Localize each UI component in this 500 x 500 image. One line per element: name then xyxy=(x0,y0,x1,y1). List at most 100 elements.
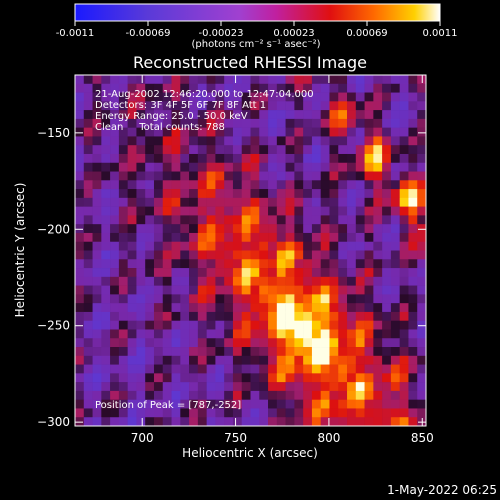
heatmap-cell xyxy=(285,408,295,418)
heatmap-cell xyxy=(408,171,418,181)
heatmap-cell xyxy=(197,232,207,243)
heatmap-cell xyxy=(110,241,120,251)
heatmap-cell xyxy=(408,145,418,155)
heatmap-cell xyxy=(145,180,155,190)
heatmap-cell xyxy=(197,136,207,146)
heatmap-cell xyxy=(206,127,216,137)
heatmap-cell xyxy=(206,101,216,111)
heatmap-cell xyxy=(320,320,330,330)
heatmap-cell xyxy=(92,215,102,225)
heatmap-cell xyxy=(232,162,243,172)
heatmap-cell xyxy=(224,232,234,243)
heatmap-cell xyxy=(303,276,313,286)
heatmap-cell xyxy=(215,224,225,234)
heatmap-cell xyxy=(232,83,243,93)
heatmap-cell xyxy=(382,329,392,339)
heatmap-cell xyxy=(320,206,330,216)
heatmap-cell xyxy=(408,250,418,260)
heatmap-cell xyxy=(320,118,330,128)
heatmap-cell xyxy=(110,153,120,164)
heatmap-cell xyxy=(189,110,199,120)
heatmap-cell xyxy=(171,145,181,155)
heatmap-cell xyxy=(224,171,234,181)
heatmap-cell xyxy=(338,303,348,313)
heatmap-cell xyxy=(127,250,137,260)
heatmap-cell xyxy=(355,320,365,330)
heatmap-cell xyxy=(417,303,426,313)
heatmap-cell xyxy=(241,338,251,348)
heatmap-cell xyxy=(136,417,146,426)
heatmap-cell xyxy=(75,364,85,374)
heatmap-cell xyxy=(118,241,128,251)
heatmap-cell xyxy=(329,145,339,155)
heatmap-cell xyxy=(153,382,164,392)
heatmap-cell xyxy=(145,127,155,137)
heatmap-cell xyxy=(355,118,365,128)
heatmap-cell xyxy=(215,320,225,330)
heatmap-cell xyxy=(373,364,383,374)
heatmap-cell xyxy=(75,162,85,172)
heatmap-cell xyxy=(303,250,313,260)
heatmap-cell xyxy=(153,83,164,93)
x-tick-label: 700 xyxy=(131,431,154,445)
heatmap-cell xyxy=(162,101,172,111)
heatmap-cell xyxy=(83,110,93,120)
heatmap-cell xyxy=(232,408,243,418)
heatmap-cell xyxy=(294,197,304,207)
heatmap-cell xyxy=(408,338,418,348)
heatmap-cell xyxy=(215,241,225,251)
heatmap-cell xyxy=(189,399,199,409)
heatmap-cell xyxy=(215,399,225,409)
heatmap-cell xyxy=(136,399,146,409)
heatmap-cell xyxy=(101,215,111,225)
heatmap-cell xyxy=(276,145,286,155)
heatmap-cell xyxy=(92,110,102,120)
heatmap-cell xyxy=(206,355,216,365)
heatmap-cell xyxy=(285,92,295,102)
heatmap-cell xyxy=(347,259,357,269)
heatmap-cell xyxy=(285,180,295,190)
heatmap-cell xyxy=(180,118,190,128)
heatmap-cell xyxy=(241,127,251,137)
heatmap-cell xyxy=(294,250,304,260)
heatmap-cell xyxy=(136,241,146,251)
heatmap-cell xyxy=(127,162,137,172)
heatmap-cell xyxy=(232,101,243,111)
heatmap-cell xyxy=(127,241,137,251)
heatmap-cell xyxy=(311,259,322,269)
heatmap-cell xyxy=(127,285,137,295)
heatmap-cell xyxy=(311,382,322,392)
heatmap-cell xyxy=(268,338,278,348)
heatmap-cell xyxy=(127,92,137,102)
heatmap-cell xyxy=(294,417,304,426)
heatmap-cell xyxy=(268,215,278,225)
annotation-total-counts: Clean Total counts: 788 xyxy=(95,122,225,133)
heatmap-cell xyxy=(294,189,304,199)
heatmap-cell xyxy=(92,232,102,243)
heatmap-cell xyxy=(294,382,304,392)
heatmap-cell xyxy=(329,232,339,243)
heatmap-cell xyxy=(382,311,392,322)
heatmap-cell xyxy=(250,75,260,85)
heatmap-cell xyxy=(189,250,199,260)
heatmap-cell xyxy=(224,364,234,374)
heatmap-cell xyxy=(417,189,426,199)
heatmap-cell xyxy=(355,153,365,164)
heatmap-cell xyxy=(127,224,137,234)
heatmap-cell xyxy=(364,268,374,278)
heatmap-cell xyxy=(180,373,190,383)
heatmap-cell xyxy=(408,232,418,243)
heatmap-cell xyxy=(215,355,225,365)
heatmap-cell xyxy=(110,215,120,225)
heatmap-cell xyxy=(136,224,146,234)
heatmap-cell xyxy=(268,118,278,128)
heatmap-cell xyxy=(189,136,199,146)
heatmap-cell xyxy=(145,294,155,304)
x-axis-ticks: 700 750 800 850 xyxy=(131,75,434,445)
heatmap-cell xyxy=(197,250,207,260)
heatmap-cell xyxy=(83,92,93,102)
heatmap-cell xyxy=(347,364,357,374)
heatmap-cell xyxy=(320,145,330,155)
heatmap-cell xyxy=(390,399,400,409)
heatmap-cell xyxy=(311,241,322,251)
